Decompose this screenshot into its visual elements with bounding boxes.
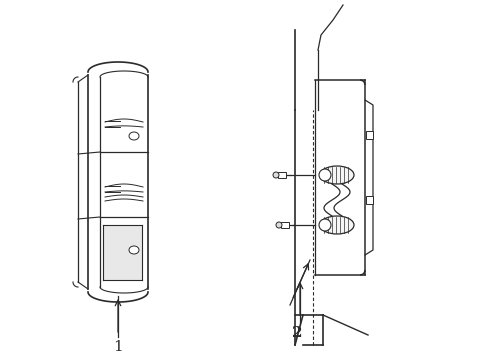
Bar — [103, 225, 142, 280]
Circle shape — [276, 222, 282, 228]
Bar — [366, 196, 373, 204]
Text: 1: 1 — [113, 340, 123, 354]
Text: 2: 2 — [292, 326, 302, 340]
Bar — [281, 222, 289, 228]
Ellipse shape — [129, 132, 139, 140]
Ellipse shape — [320, 166, 354, 184]
Circle shape — [273, 172, 279, 178]
Circle shape — [319, 169, 331, 181]
Ellipse shape — [129, 246, 139, 254]
Circle shape — [319, 219, 331, 231]
Bar — [278, 172, 286, 178]
Bar — [366, 131, 373, 139]
Ellipse shape — [320, 216, 354, 234]
